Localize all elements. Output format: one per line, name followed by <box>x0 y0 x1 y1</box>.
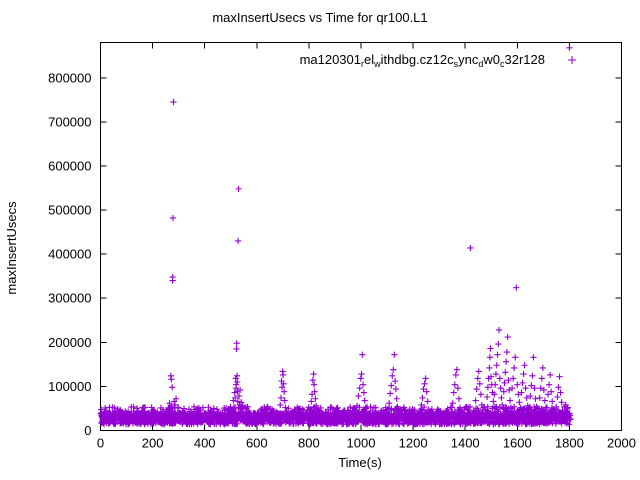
legend[interactable]: ma120301relwithdbg.cz12csyncdw0c32r128 <box>300 52 576 69</box>
legend-textrun: ma120301 <box>300 52 361 67</box>
plot-frame <box>100 42 622 431</box>
legend-subscript: r <box>361 59 364 69</box>
legend-textrun: ync <box>458 52 479 67</box>
x-tick-label: 800 <box>298 436 320 451</box>
y-tick-label: 300000 <box>48 291 91 306</box>
legend-subscript: d <box>478 59 483 69</box>
legend-subscript: s <box>454 59 459 69</box>
x-tick-label: 2000 <box>607 436 636 451</box>
x-tick-label: 1000 <box>347 436 376 451</box>
x-tick-label: 0 <box>97 436 104 451</box>
legend-series-label: ma120301relwithdbg.cz12csyncdw0c32r128 <box>300 52 545 69</box>
scatter-markers <box>98 44 573 424</box>
legend-subscript: c <box>500 59 505 69</box>
y-axis-ticks: 0 100000 200000 300000 400000 500000 600000 700… <box>48 70 622 438</box>
x-tick-label: 1200 <box>399 436 428 451</box>
legend-plus-glyph <box>568 56 576 64</box>
y-tick-label: 600000 <box>48 158 91 173</box>
x-axis-title: Time(s) <box>338 455 382 470</box>
legend-textrun: el <box>364 52 374 67</box>
y-tick-label: 700000 <box>48 114 91 129</box>
y-axis-title: maxInsertUsecs <box>4 201 19 295</box>
legend-textrun: ithdbg.cz12c <box>381 52 454 67</box>
legend-marker-plus <box>568 56 576 64</box>
x-tick-label: 600 <box>246 436 268 451</box>
y-tick-label: 0 <box>84 423 91 438</box>
y-tick-label: 200000 <box>48 335 91 350</box>
legend-textrun: 32r128 <box>505 52 545 67</box>
x-tick-label: 1400 <box>451 436 480 451</box>
y-tick-label: 100000 <box>48 379 91 394</box>
data-point-layer <box>97 44 574 428</box>
x-tick-label: 1600 <box>503 436 532 451</box>
y-tick-label: 500000 <box>48 203 91 218</box>
x-tick-label: 200 <box>142 436 164 451</box>
y-tick-label: 400000 <box>48 247 91 262</box>
x-tick-label: 400 <box>194 436 216 451</box>
chart-title: maxInsertUsecs vs Time for qr100.L1 <box>212 10 427 25</box>
legend-subscript: w <box>373 59 381 69</box>
y-tick-label: 800000 <box>48 70 91 85</box>
x-tick-label: 1800 <box>555 436 584 451</box>
legend-textrun: w0 <box>482 52 500 67</box>
x-axis-ticks: 0 200 400 600 800 1000 1200 1400 1600 1800 2000 <box>97 42 636 451</box>
